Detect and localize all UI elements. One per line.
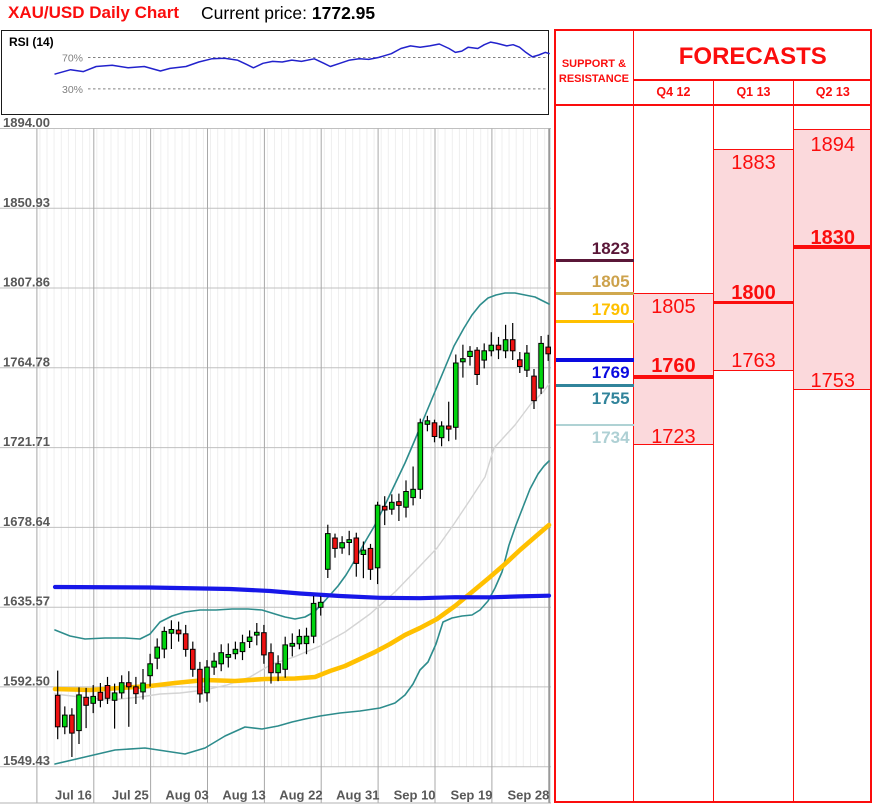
svg-text:Aug 22: Aug 22 <box>279 788 322 803</box>
svg-text:Aug 03: Aug 03 <box>165 788 208 803</box>
svg-text:30%: 30% <box>62 84 83 96</box>
svg-text:Sep 10: Sep 10 <box>394 788 436 803</box>
svg-text:1678.64: 1678.64 <box>3 514 51 529</box>
svg-text:1592.50: 1592.50 <box>3 673 50 688</box>
svg-text:Sep 28: Sep 28 <box>507 788 549 803</box>
svg-text:70%: 70% <box>62 53 83 65</box>
svg-text:1721.71: 1721.71 <box>3 434 50 449</box>
svg-text:Aug 13: Aug 13 <box>222 788 265 803</box>
svg-text:1807.86: 1807.86 <box>3 275 50 290</box>
svg-text:1850.93: 1850.93 <box>3 195 50 210</box>
svg-text:1894.00: 1894.00 <box>3 115 50 130</box>
svg-text:1635.57: 1635.57 <box>3 594 50 609</box>
svg-text:1549.43: 1549.43 <box>3 753 50 768</box>
svg-text:Sep 19: Sep 19 <box>451 788 493 803</box>
svg-text:Jul 25: Jul 25 <box>112 788 149 803</box>
svg-text:Aug 31: Aug 31 <box>336 788 379 803</box>
svg-text:RSI (14): RSI (14) <box>9 35 54 49</box>
svg-text:1764.78: 1764.78 <box>3 354 50 369</box>
svg-text:Jul 16: Jul 16 <box>55 788 92 803</box>
